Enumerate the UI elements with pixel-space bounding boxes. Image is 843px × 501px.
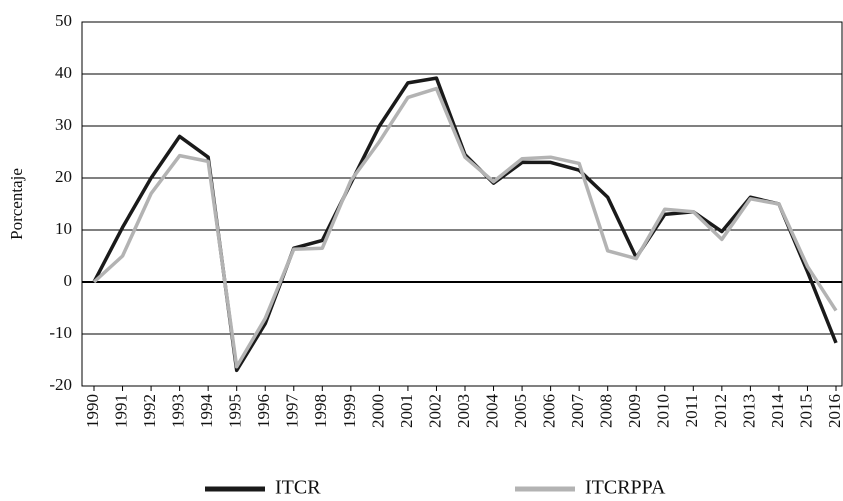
x-tick-label: 2007 [568, 394, 587, 429]
x-tick-label: 1997 [283, 394, 302, 429]
x-tick-label: 1990 [83, 394, 102, 428]
x-tick-label: 1992 [140, 394, 159, 428]
y-tick-label: 0 [64, 271, 73, 290]
x-tick-label: 1994 [197, 394, 216, 429]
x-tick-label: 2005 [511, 394, 530, 428]
y-tick-label: 40 [55, 63, 72, 82]
line-series [92, 86, 838, 369]
x-tick-label: 2002 [425, 394, 444, 428]
y-tick-label: -10 [49, 323, 72, 342]
x-tick-label: 2000 [368, 394, 387, 428]
x-tick-label: 1991 [111, 394, 130, 428]
x-tick-label: 1995 [226, 394, 245, 428]
x-tick-label: 2001 [397, 394, 416, 428]
y-tick-label: 20 [55, 167, 72, 186]
y-tick-label: -20 [49, 375, 72, 394]
line-series [92, 76, 838, 373]
x-tick-label: 2008 [597, 394, 616, 428]
x-tick-label: 1999 [340, 394, 359, 428]
x-tick-label: 2014 [768, 394, 787, 429]
y-tick-label: 30 [55, 115, 72, 134]
legend-label: ITCR [275, 477, 321, 499]
x-tick-label: 1993 [169, 394, 188, 428]
y-tick-label: 50 [55, 11, 72, 30]
x-tick-label: 2015 [796, 394, 815, 428]
x-tick-label: 2009 [625, 394, 644, 428]
plot-frame [81, 21, 843, 387]
x-tick-label: 2010 [654, 394, 673, 428]
x-tick-label: 2011 [682, 394, 701, 427]
x-tick-label: 2006 [540, 394, 559, 428]
legend-label: ITCRPPA [585, 477, 666, 499]
x-tick-label: 2004 [482, 394, 501, 429]
x-tick-label: 1996 [254, 394, 273, 428]
x-tick-label: 2012 [711, 394, 730, 428]
y-axis-label: Porcentaje [7, 168, 26, 240]
x-tick-label: 2013 [739, 394, 758, 428]
x-tick-label: 1998 [311, 394, 330, 428]
x-tick-label: 2016 [825, 394, 843, 428]
y-tick-label: 10 [55, 219, 72, 238]
x-tick-label: 2003 [454, 394, 473, 428]
